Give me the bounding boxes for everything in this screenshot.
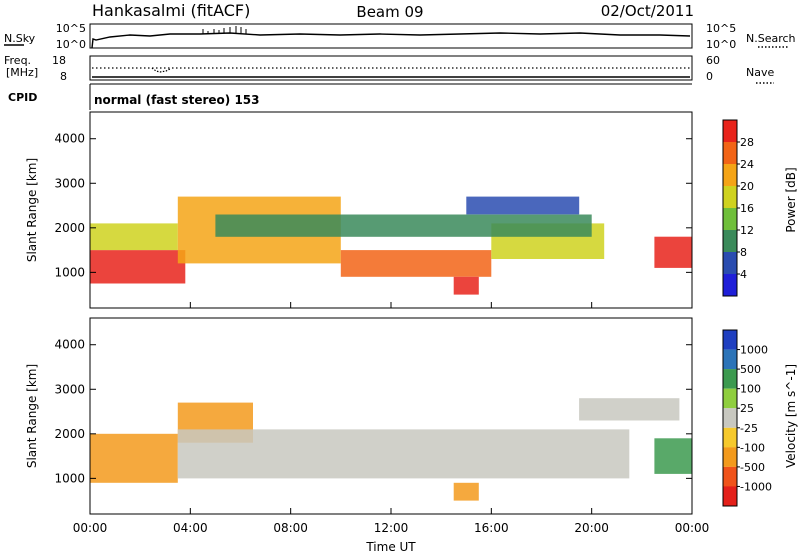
- power-colorbar-tick-label-2: 12: [740, 224, 754, 237]
- power-colorbar-tick-label-3: 16: [740, 202, 754, 215]
- time-axis-label: Time UT: [365, 540, 416, 554]
- time-tick-label-6: 00:00: [675, 521, 710, 535]
- noise-tick-left-bottom: 10^0: [56, 38, 86, 51]
- power-colorbar-swatch-1: [723, 252, 737, 274]
- freq-label-line1: Freq.: [4, 54, 31, 67]
- velocity-scatter-band-2: [177, 429, 630, 479]
- power-scatter-band-0: [90, 250, 186, 284]
- velocity-colorbar-tick-label-6: -500: [740, 461, 765, 474]
- power-y-axis: 1000 2000 3000 4000: [54, 132, 692, 279]
- velocity-colorbar-tick-label-5: -100: [740, 441, 765, 454]
- power-scatter-band-6: [654, 236, 692, 268]
- power-ytick-label-1: 2000: [54, 221, 85, 235]
- nave-label: Nave: [746, 66, 774, 79]
- power-scatter-band-1: [90, 223, 178, 251]
- power-colorbar-label: Power [dB]: [784, 167, 798, 232]
- time-tick-label-1: 04:00: [173, 521, 208, 535]
- time-axis: 00:00 04:00 08:00 12:00 16:00 20:00 00:00: [73, 302, 710, 535]
- freq-panel-frame: [89, 55, 693, 81]
- power-scatter-band-8: [466, 196, 580, 215]
- velocity-colorbar: 1000 500 100 25 -25 -100 -500 -1000: [722, 329, 772, 507]
- cpid-label: CPID: [8, 91, 37, 104]
- nave-tick-top: 60: [706, 54, 720, 67]
- time-tick-label-0: 00:00: [73, 521, 108, 535]
- freq-tick-top: 18: [52, 54, 66, 67]
- velocity-colorbar-swatch-0: [723, 330, 737, 350]
- power-colorbar: 4 8 12 16 20 24 28: [722, 119, 754, 297]
- power-colorbar-swatch-3: [723, 208, 737, 230]
- power-colorbar-swatch-5: [723, 164, 737, 186]
- time-tick-label-5: 20:00: [574, 521, 609, 535]
- velocity-y-axis: 1000 2000 3000 4000: [54, 338, 692, 485]
- power-ylabel: Slant Range [km]: [25, 158, 39, 262]
- power-colorbar-tick-label-1: 8: [740, 246, 747, 259]
- velocity-colorbar-tick-label-3: 25: [740, 402, 754, 415]
- station-title: Hankasalmi (fitACF): [92, 1, 250, 20]
- power-colorbar-tick-label-4: 20: [740, 180, 754, 193]
- velocity-colorbar-tick-label-1: 500: [740, 363, 761, 376]
- date-label: 02/Oct/2011: [601, 2, 694, 20]
- power-scatter-band-4: [453, 276, 479, 295]
- velocity-scatter-band-3: [453, 482, 479, 501]
- power-colorbar-tick-label-0: 4: [740, 268, 747, 281]
- freq-label-line2: [MHz]: [6, 66, 38, 79]
- velocity-data-cells: [90, 398, 692, 501]
- power-scatter-band-7: [215, 214, 592, 237]
- nave-tick-bottom: 0: [706, 70, 713, 83]
- beam-label: Beam 09: [356, 3, 423, 21]
- noise-tick-left-top: 10^5: [56, 22, 86, 35]
- velocity-colorbar-label: Velocity [m s^-1]: [784, 364, 798, 468]
- power-colorbar-swatch-0: [723, 274, 737, 296]
- velocity-colorbar-tick-label-0: 1000: [740, 344, 768, 357]
- nsearch-label: N.Search: [746, 32, 796, 45]
- power-ytick-label-2: 3000: [54, 176, 85, 190]
- cpid-text: normal (fast stereo) 153: [94, 93, 260, 107]
- velocity-ytick-label-3: 4000: [54, 338, 85, 352]
- freq-tick-bottom: 8: [60, 70, 67, 83]
- velocity-scatter-band-0: [90, 433, 178, 483]
- velocity-ytick-label-0: 1000: [54, 471, 85, 485]
- power-colorbar-tick-label-5: 24: [740, 158, 754, 171]
- power-colorbar-tick-label-6: 28: [740, 136, 754, 149]
- velocity-colorbar-tick-label-2: 100: [740, 383, 761, 396]
- velocity-colorbar-swatch-2: [723, 369, 737, 389]
- power-data-cells: [90, 196, 692, 295]
- velocity-colorbar-frame: [722, 329, 738, 507]
- velocity-colorbar-swatch-4: [723, 408, 737, 428]
- power-colorbar-swatch-4: [723, 186, 737, 208]
- velocity-colorbar-tick-label-4: -25: [740, 422, 758, 435]
- power-colorbar-swatch-2: [723, 230, 737, 252]
- power-colorbar-swatch-7: [723, 120, 737, 142]
- velocity-scatter-band-5: [654, 438, 692, 474]
- power-ytick-label-3: 4000: [54, 132, 85, 146]
- time-tick-label-4: 16:00: [474, 521, 509, 535]
- velocity-colorbar-swatch-6: [723, 447, 737, 467]
- noise-panel-frame: [89, 23, 693, 49]
- nave-dip: [151, 67, 171, 73]
- time-tick-label-2: 08:00: [273, 521, 308, 535]
- power-ytick-label-0: 1000: [54, 265, 85, 279]
- velocity-colorbar-swatch-8: [723, 486, 737, 506]
- velocity-colorbar-swatch-3: [723, 388, 737, 409]
- velocity-scatter-band-4: [579, 398, 680, 421]
- nsky-noise-trace: [91, 32, 691, 49]
- velocity-ylabel: Slant Range [km]: [25, 364, 39, 468]
- power-scatter-band-3: [340, 250, 492, 277]
- noise-tick-right-bottom: 10^0: [706, 38, 736, 51]
- velocity-colorbar-swatch-1: [723, 349, 737, 370]
- velocity-colorbar-tick-label-7: -1000: [740, 480, 772, 493]
- velocity-ytick-label-1: 2000: [54, 427, 85, 441]
- time-tick-label-3: 12:00: [374, 521, 409, 535]
- velocity-colorbar-swatch-5: [723, 427, 737, 448]
- power-colorbar-swatch-6: [723, 142, 737, 164]
- nsky-noise-spikes: [202, 26, 247, 34]
- velocity-ytick-label-2: 3000: [54, 382, 85, 396]
- noise-tick-right-top: 10^5: [706, 22, 736, 35]
- velocity-colorbar-swatch-7: [723, 466, 737, 487]
- nsky-label: N.Sky: [4, 32, 36, 45]
